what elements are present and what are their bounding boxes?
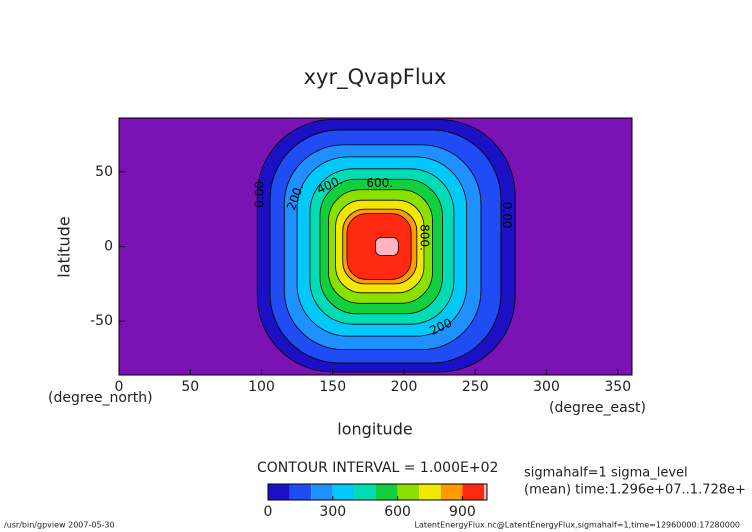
colorbar-frame: [267, 483, 488, 501]
colorbar-tick-label: 0: [264, 504, 273, 520]
colorbar-bin: [440, 484, 463, 500]
x-tick-label: 250: [462, 379, 489, 395]
footer: /usr/bin/gpview 2007-05-30: [4, 521, 115, 530]
x-tick-label: 0: [115, 379, 124, 395]
x-tick-label: 50: [181, 379, 199, 395]
contour-label: 800.: [417, 224, 431, 251]
contour-label: 0.00: [500, 202, 514, 229]
colorbar-bin: [484, 484, 487, 500]
x-tick-label: 150: [319, 379, 346, 395]
x-axis-label: longitude: [337, 420, 412, 439]
chart-title: xyr_QvapFlux: [304, 65, 447, 90]
x-unit: (degree_east): [549, 400, 646, 416]
contour-region: [375, 237, 399, 256]
colorbar-bin: [397, 484, 420, 500]
colorbar-bin: [419, 484, 441, 500]
footer: LatentEnergyFlux.nc@LatentEnergyFlux,sig…: [415, 521, 741, 530]
y-tick-label: -50: [90, 313, 113, 329]
info-line: (mean) time:1.296e+07..1.728e+: [524, 483, 746, 498]
x-tick-label: 100: [248, 379, 275, 395]
y-tick-label: 0: [104, 239, 113, 255]
y-tick-label: 50: [95, 164, 113, 180]
colorbar-bin: [376, 484, 398, 500]
colorbar-bin: [332, 484, 355, 500]
x-tick-label: 350: [604, 379, 631, 395]
colorbar-bin: [462, 484, 484, 500]
y-axis-label: latitude: [55, 216, 74, 277]
y-unit: (degree_north): [48, 390, 153, 406]
contour-interval: CONTOUR INTERVAL = 1.000E+02: [257, 460, 498, 476]
colorbar-bin: [311, 484, 333, 500]
colorbar-bin: [354, 484, 376, 500]
colorbar-bin: [289, 484, 312, 500]
x-tick-label: 300: [533, 379, 560, 395]
x-tick-label: 200: [391, 379, 418, 395]
colorbar-bin: [268, 484, 290, 500]
colorbar-tick-label: 600: [384, 504, 411, 520]
colorbar-tick-label: 300: [319, 504, 346, 520]
colorbar-tick-label: 900: [449, 504, 476, 520]
contour-label: 600.: [366, 176, 393, 190]
info-line: sigmahalf=1 sigma_level: [524, 466, 688, 481]
contour-label: 0.00: [253, 181, 267, 208]
